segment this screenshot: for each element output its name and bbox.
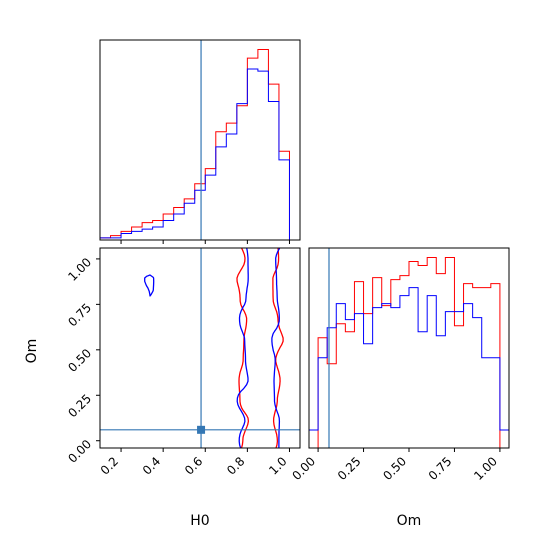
hist-om-frame xyxy=(308,247,510,449)
contour-xtick-label-2: 0.6 xyxy=(182,454,205,477)
hist-h0-series-1 xyxy=(99,68,290,240)
contour-ytick-label-1: 0.25 xyxy=(65,391,94,420)
contour-series-1 xyxy=(144,248,281,448)
contour-lines xyxy=(144,248,284,448)
hist-h0-frame xyxy=(99,39,301,241)
x-axis-label-om: Om xyxy=(397,513,422,529)
hist-om-xtick-label-0: 0.00 xyxy=(289,454,318,483)
contour-ytick-label-3: 0.75 xyxy=(65,301,94,330)
contour-ytick-label-4: 1.00 xyxy=(65,255,94,284)
hist-h0-series-0 xyxy=(99,49,290,240)
contour-xtick-label-1: 0.4 xyxy=(140,454,163,477)
panel-hist-om: 0.00 0.25 0.50 0.75 1.00 xyxy=(289,247,510,483)
panel-hist-h0 xyxy=(99,39,301,244)
hist-om-xtick-label-1: 0.25 xyxy=(335,454,364,483)
contour-xtick-label-4: 1.0 xyxy=(266,454,289,477)
contour-frame xyxy=(99,247,301,449)
hist-om-xtick-label-2: 0.50 xyxy=(380,454,409,483)
hist-om-xtick-label-3: 0.75 xyxy=(426,454,455,483)
truth-marker xyxy=(197,425,206,434)
contour-xtick-label-3: 0.8 xyxy=(224,454,247,477)
contour-xtick-label-0: 0.2 xyxy=(98,454,121,477)
hist-om-series-0 xyxy=(309,257,509,449)
axis-labels: H0 Om Om xyxy=(24,339,421,529)
contour-ytick-label-0: 0.00 xyxy=(65,437,94,466)
hist-om-series-1 xyxy=(308,287,510,448)
hist-om-xtick-label-4: 1.00 xyxy=(471,454,500,483)
panel-contour-h0-om: 0.2 0.4 0.6 0.8 1.0 0.00 0.25 0.50 0.75 1.00 xyxy=(65,247,301,478)
x-axis-label-h0: H0 xyxy=(190,513,209,529)
contour-ytick-label-2: 0.50 xyxy=(65,346,94,375)
y-axis-label-om: Om xyxy=(24,339,40,364)
